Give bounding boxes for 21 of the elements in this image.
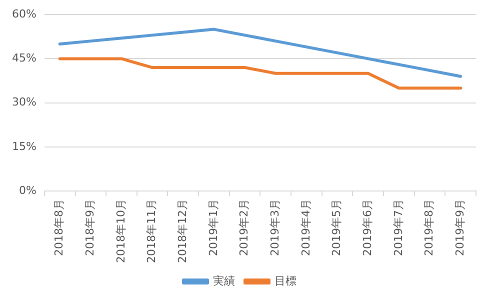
legend-label: 目標 [274,274,296,288]
y-tick-label: 15% [12,140,36,153]
x-tick-label: 2019年7月 [392,199,405,256]
x-tick-label: 2019年8月 [422,199,436,256]
x-tick-label: 2018年11月 [145,199,158,264]
x-tick-label: 2018年9月 [84,199,97,256]
x-tick-label: 2019年6月 [360,199,374,256]
x-tick-label: 2019年2月 [238,199,251,256]
x-tick-label: 2018年12月 [176,199,190,264]
x-tick-label: 2019年9月 [453,199,466,256]
y-tick-label: 45% [12,52,36,65]
x-tick-label: 2019年5月 [330,199,344,256]
x-tick-label: 2019年1月 [206,199,220,256]
y-tick-label: 30% [12,96,36,109]
x-tick-label: 2019年3月 [268,199,282,256]
legend-label: 実績 [213,274,235,288]
x-tick-label: 2018年8月 [52,199,66,256]
x-tick-label: 2018年10月 [114,199,128,264]
y-tick-label: 60% [12,7,36,20]
x-tick-label: 2019年4月 [299,199,312,256]
y-tick-label: 0% [18,184,36,197]
